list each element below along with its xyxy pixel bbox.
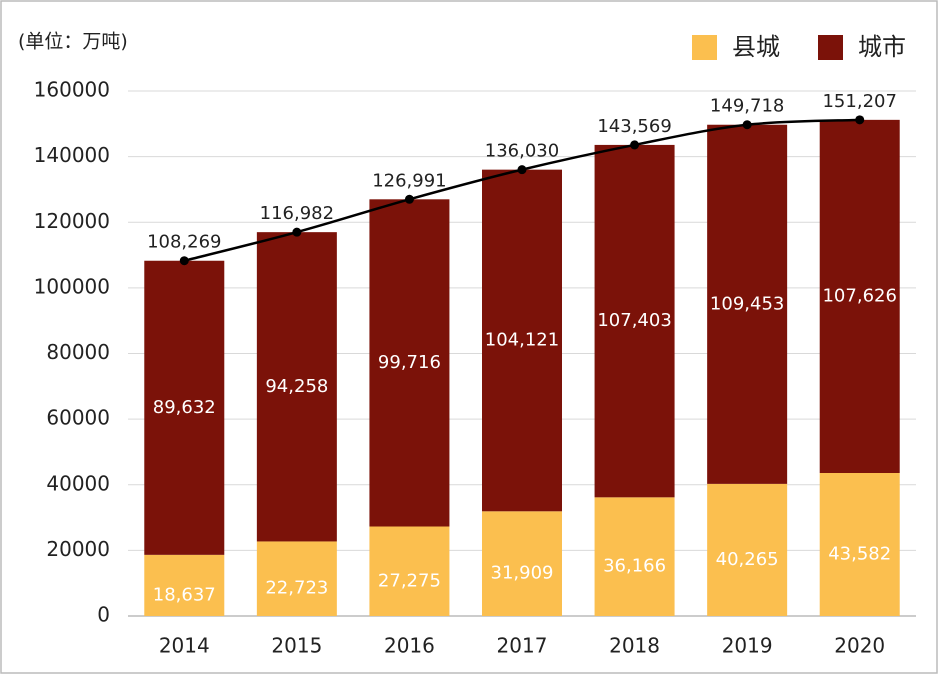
bar-segment <box>144 554 225 616</box>
total-marker <box>855 115 865 125</box>
total-label: 151,207 <box>822 91 896 112</box>
bar-value-label: 31,909 <box>491 563 554 584</box>
legend-label: 城市 <box>858 33 906 61</box>
x-tick-label: 2017 <box>497 634 548 658</box>
total-marker <box>292 227 302 237</box>
bar-segment <box>482 169 562 512</box>
bar-value-label: 36,166 <box>603 556 666 577</box>
total-label: 149,718 <box>710 96 784 117</box>
y-tick-label: 40000 <box>46 471 110 495</box>
bar-segment <box>369 526 450 616</box>
x-tick-label: 2014 <box>159 634 210 658</box>
y-tick-label: 120000 <box>34 209 110 233</box>
bar-value-label: 22,723 <box>265 578 328 599</box>
y-tick-label: 80000 <box>46 340 110 364</box>
x-tick-label: 2016 <box>384 634 435 658</box>
legend-label: 县城 <box>732 33 780 61</box>
total-marker <box>630 140 640 150</box>
legend-swatch <box>818 35 843 60</box>
x-tick-label: 2018 <box>609 634 660 658</box>
total-marker <box>404 194 414 204</box>
total-marker <box>517 165 527 175</box>
bar-value-label: 109,453 <box>710 293 784 314</box>
x-tick-label: 2019 <box>722 634 773 658</box>
bar-segment <box>482 511 562 616</box>
unit-note: (单位：万吨) <box>18 31 128 53</box>
y-tick-label: 160000 <box>34 78 110 102</box>
bar-value-label: 43,582 <box>828 543 891 564</box>
bar-segment <box>707 483 788 616</box>
bar-segment <box>819 119 900 473</box>
total-label: 116,982 <box>260 203 334 224</box>
y-tick-label: 100000 <box>34 274 110 298</box>
bar-segment <box>256 232 337 542</box>
bar-value-label: 27,275 <box>378 570 441 591</box>
bar-value-label: 18,637 <box>153 584 216 605</box>
total-label: 143,569 <box>597 116 671 137</box>
bar-value-label: 107,403 <box>597 310 671 331</box>
total-label: 108,269 <box>147 232 221 253</box>
y-tick-label: 0 <box>97 603 110 627</box>
bar-value-label: 94,258 <box>265 376 328 397</box>
bar-segment <box>819 472 900 616</box>
bar-value-label: 107,626 <box>822 285 896 306</box>
bar-segment <box>594 144 675 498</box>
bar-value-label: 99,716 <box>378 352 441 373</box>
bar-segment <box>256 541 337 616</box>
x-tick-label: 2020 <box>834 634 885 658</box>
bar-segment <box>144 260 225 555</box>
bar-segment <box>707 124 788 484</box>
y-tick-label: 140000 <box>34 143 110 167</box>
bar-value-label: 104,121 <box>485 329 559 350</box>
y-tick-label: 20000 <box>46 537 110 561</box>
total-label: 126,991 <box>372 170 446 191</box>
y-tick-label: 60000 <box>46 406 110 430</box>
bar-value-label: 89,632 <box>153 397 216 418</box>
bar-segment <box>369 199 450 527</box>
total-marker <box>179 256 189 266</box>
total-marker <box>742 120 752 130</box>
x-tick-label: 2015 <box>271 634 322 658</box>
bar-segment <box>594 497 675 616</box>
bar-value-label: 40,265 <box>716 549 779 570</box>
total-label: 136,030 <box>485 141 559 162</box>
legend-swatch <box>692 35 717 60</box>
